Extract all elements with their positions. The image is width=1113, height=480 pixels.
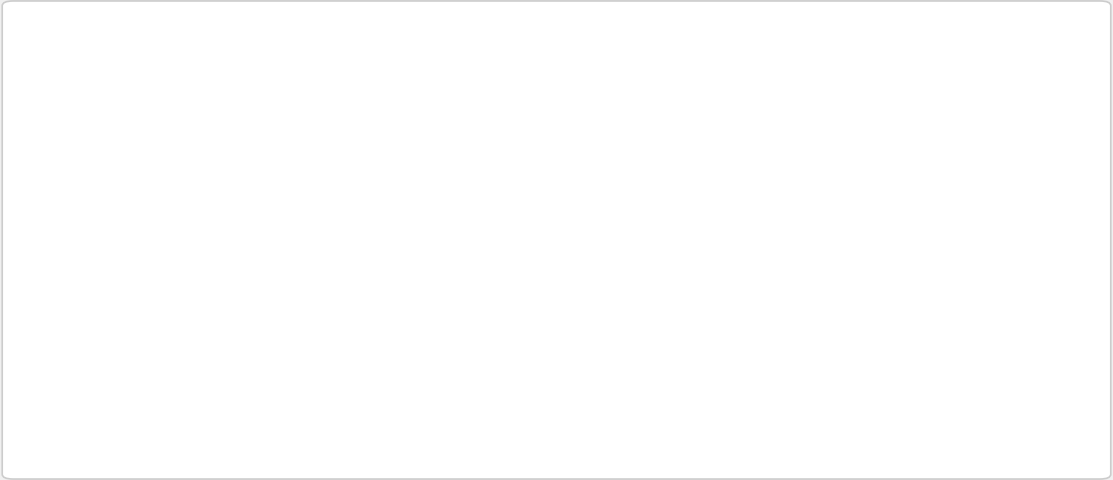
Text: Today’s price of an American put option is: [round to two decimal places]: Today’s price of an American put option … bbox=[45, 322, 808, 342]
Text: Options mature after T = 0.5 year and have a strike price of K = $96.: Options mature after T = 0.5 year and ha… bbox=[72, 214, 798, 234]
Text: •: • bbox=[53, 118, 66, 138]
Text: •: • bbox=[53, 214, 66, 234]
Text: The next question is based on the following data for a two-period binomial model: The next question is based on the follow… bbox=[45, 43, 902, 63]
FancyBboxPatch shape bbox=[36, 371, 354, 455]
Text: The continuously compounded risk-free interest rate r is 1.6 percent per year.: The continuously compounded risk-free in… bbox=[72, 262, 886, 282]
Text: •: • bbox=[53, 262, 66, 282]
Text: The stock’s price S is $100. After three months, it either goes up and gets mult: The stock’s price S is $100. After three… bbox=[72, 118, 1028, 138]
Text: factor U = 1.14, or it goes down and gets multiplied by the factor D = 1/U.: factor U = 1.14, or it goes down and get… bbox=[72, 166, 853, 186]
